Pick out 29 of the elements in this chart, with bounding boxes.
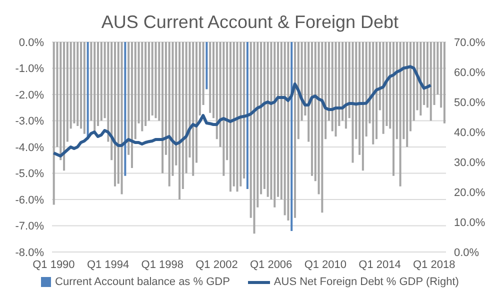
y-tick-label: -6.0% bbox=[15, 194, 44, 206]
y-tick-label: -8.0% bbox=[15, 246, 44, 259]
y2-tick-label: 30.0% bbox=[454, 156, 486, 169]
y-tick-label: -1.0% bbox=[15, 63, 44, 76]
x-tick-label: Q1 2018 bbox=[413, 258, 456, 271]
line-series bbox=[52, 65, 432, 158]
y2-tick-label: 50.0% bbox=[454, 96, 486, 109]
y2-tick-label: 20.0% bbox=[454, 186, 486, 199]
x-tick-label: Q1 1994 bbox=[86, 258, 130, 271]
y-tick-label: -2.0% bbox=[15, 89, 44, 102]
x-tick-label: Q1 1990 bbox=[32, 258, 75, 271]
x-tick-label: Q1 2010 bbox=[304, 258, 347, 271]
y-tick-label: -4.0% bbox=[15, 142, 44, 154]
y2-tick-label: 70.0% bbox=[454, 36, 486, 49]
legend-label: AUS Net Foreign Debt % GDP (Right) bbox=[274, 276, 459, 288]
y2-tick-label: 0.0% bbox=[454, 246, 480, 259]
y-tick-label: -3.0% bbox=[15, 116, 44, 128]
y2-tick-label: 10.0% bbox=[454, 216, 486, 229]
x-tick-label: Q1 2006 bbox=[250, 258, 292, 271]
x-tick-label: Q1 1998 bbox=[141, 258, 184, 271]
legend-label: Current Account balance as % GDP bbox=[55, 276, 230, 288]
y-tick-label: -7.0% bbox=[15, 220, 44, 233]
x-tick-label: Q1 2002 bbox=[196, 258, 238, 271]
y2-tick-label: 40.0% bbox=[454, 126, 486, 139]
y2-tick-label: 60.0% bbox=[454, 66, 486, 79]
y-tick-label: -5.0% bbox=[15, 168, 44, 180]
x-tick-label: Q1 2014 bbox=[358, 258, 401, 271]
chart-title: AUS Current Account & Foreign Debt bbox=[100, 11, 400, 34]
y-tick-label: 0.0% bbox=[18, 36, 44, 49]
